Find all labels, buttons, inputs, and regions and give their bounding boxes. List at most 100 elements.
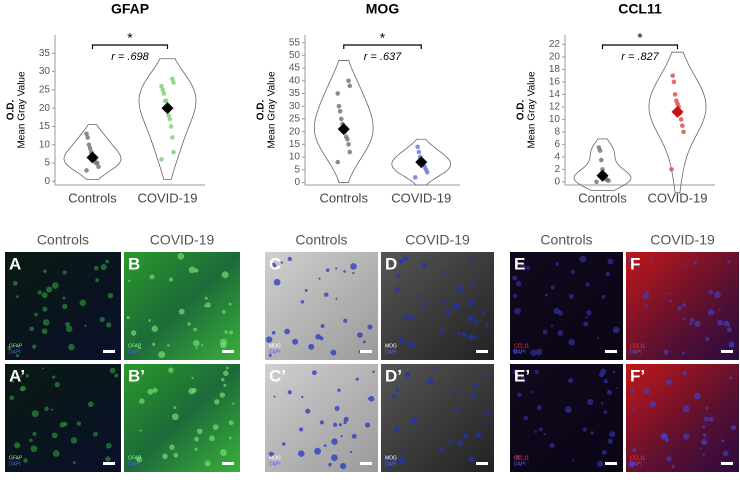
cell-texture	[299, 427, 304, 432]
cell-texture	[642, 293, 649, 300]
cell-texture	[513, 293, 518, 298]
y-tick-label: 45	[289, 63, 301, 74]
data-point	[347, 149, 353, 155]
data-point	[170, 76, 175, 82]
cell-texture	[223, 370, 229, 377]
cell-texture	[62, 270, 67, 275]
counterstain-label: DAPI	[630, 349, 642, 355]
cell-texture	[351, 433, 357, 439]
y-tick-label: 30	[289, 101, 301, 112]
cell-texture	[311, 370, 317, 376]
cell-texture	[475, 432, 482, 438]
cell-texture	[728, 376, 733, 380]
data-point	[594, 179, 599, 185]
mean-marker	[415, 156, 428, 169]
stain-label: GFAP	[128, 455, 142, 461]
cell-texture	[615, 387, 618, 390]
cell-texture	[62, 296, 66, 300]
cell-texture	[666, 378, 673, 386]
cell-texture	[19, 375, 22, 378]
data-point	[678, 117, 684, 122]
cell-texture	[392, 371, 397, 377]
cell-texture	[337, 388, 341, 392]
scale-bar	[605, 350, 617, 353]
scale-bar	[476, 462, 488, 465]
cell-texture	[568, 293, 574, 299]
y-tick-label: 30	[39, 66, 51, 77]
panel-letter: B’	[128, 366, 145, 385]
mean-marker	[671, 105, 684, 118]
data-point	[671, 79, 677, 85]
cell-texture	[550, 285, 555, 290]
cell-texture	[314, 447, 322, 455]
cell-texture	[204, 460, 211, 467]
y-axis-label: Mean Gray Value	[267, 71, 278, 149]
cell-texture	[449, 442, 452, 445]
cell-texture	[664, 437, 670, 443]
data-point	[416, 149, 422, 155]
cell-texture	[232, 402, 235, 405]
cell-texture	[298, 450, 305, 457]
cell-texture	[682, 351, 685, 355]
x-tick-label: COVID-19	[138, 190, 198, 205]
cell-texture	[452, 376, 456, 380]
cell-texture	[523, 416, 528, 421]
cell-texture	[221, 271, 229, 279]
cell-texture	[127, 279, 131, 283]
cell-texture	[530, 349, 537, 357]
cell-texture	[169, 444, 175, 450]
cell-texture	[443, 270, 447, 274]
micrograph	[381, 252, 494, 360]
cell-texture	[453, 302, 460, 310]
significance-bracket	[601, 44, 679, 49]
y-tick-label: 10	[549, 114, 561, 125]
cell-texture	[694, 392, 701, 400]
cell-texture	[171, 413, 179, 421]
cell-texture	[139, 429, 142, 432]
cell-texture	[220, 449, 227, 456]
cell-texture	[394, 286, 401, 292]
cell-texture	[228, 302, 232, 306]
cell-texture	[442, 300, 447, 304]
cell-texture	[204, 296, 208, 300]
y-tick-label: 50	[289, 50, 301, 61]
cell-texture	[607, 258, 614, 265]
cell-texture	[287, 390, 292, 395]
panel-letter: E	[514, 254, 525, 273]
stain-label: GFAP	[9, 343, 23, 349]
cell-texture	[452, 390, 456, 395]
cell-texture	[718, 308, 721, 311]
cell-texture	[168, 367, 174, 373]
cell-texture	[201, 344, 204, 347]
panel-letter: A’	[9, 366, 25, 385]
y-tick-label: 20	[39, 103, 51, 114]
cell-texture	[579, 255, 587, 263]
cell-texture	[384, 456, 390, 463]
y-axis-label: Mean Gray Value	[527, 71, 538, 149]
mean-marker	[86, 151, 99, 164]
cell-texture	[434, 417, 437, 420]
cell-texture	[587, 398, 594, 406]
cell-texture	[130, 330, 137, 336]
panel-letter: B	[128, 254, 140, 273]
cell-texture	[603, 410, 608, 415]
y-tick-label: 14	[549, 89, 561, 100]
cell-texture	[109, 367, 116, 374]
data-point	[680, 123, 685, 128]
cell-texture	[29, 438, 33, 443]
panel-letter: E’	[514, 366, 530, 385]
cell-texture	[408, 340, 415, 348]
cell-texture	[660, 432, 668, 440]
data-point	[669, 167, 674, 172]
cell-texture	[702, 425, 706, 429]
significance: *	[637, 30, 643, 46]
cell-texture	[287, 256, 292, 262]
cell-texture	[343, 318, 348, 323]
cell-texture	[106, 322, 112, 328]
cell-texture	[557, 310, 564, 316]
cell-texture	[105, 456, 111, 462]
counterstain-label: DAPI	[269, 349, 281, 355]
cell-texture	[338, 423, 342, 427]
cell-texture	[666, 456, 672, 462]
y-tick-label: 10	[289, 152, 301, 163]
